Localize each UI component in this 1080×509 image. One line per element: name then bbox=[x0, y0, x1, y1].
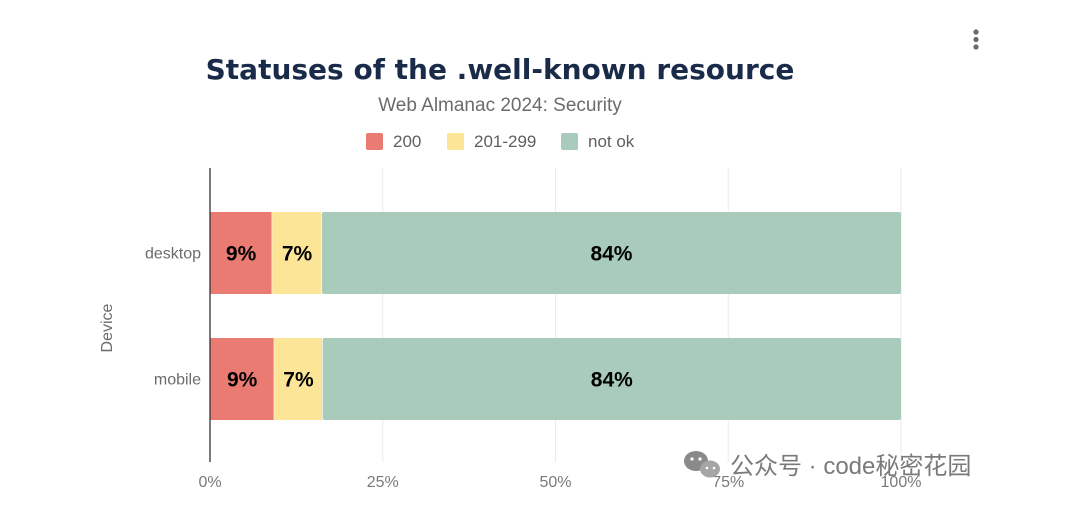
legend-item-not-ok[interactable]: not ok bbox=[561, 132, 635, 151]
legend-label: not ok bbox=[588, 132, 635, 151]
kebab-menu-icon[interactable] bbox=[973, 29, 979, 50]
chart-title: Statuses of the .well-known resource bbox=[206, 53, 795, 86]
category-label-desktop: desktop bbox=[145, 246, 201, 263]
x-tick-labels: 0% 25% 50% 75% 100% bbox=[198, 474, 921, 491]
data-labels: 9% 7% 84% 9% 7% 84% bbox=[226, 243, 633, 392]
data-label-desktop-200: 9% bbox=[226, 243, 257, 266]
category-labels: desktop mobile bbox=[145, 246, 201, 389]
watermark-text: 公众号 · code秘密花园 bbox=[730, 453, 971, 480]
bar-mobile-200[interactable] bbox=[210, 338, 275, 420]
data-label-mobile-201-299: 7% bbox=[283, 369, 314, 392]
bars bbox=[210, 212, 901, 420]
legend-swatch bbox=[447, 133, 464, 150]
wechat-icon bbox=[684, 451, 720, 478]
bar-mobile-201-299[interactable] bbox=[274, 338, 323, 420]
bar-mobile-not-ok[interactable] bbox=[322, 338, 901, 420]
legend-item-200[interactable]: 200 bbox=[366, 132, 421, 151]
data-label-mobile-not-ok: 84% bbox=[591, 369, 633, 392]
legend-swatch bbox=[366, 133, 383, 150]
y-axis-title: Device bbox=[99, 303, 116, 352]
data-label-desktop-201-299: 7% bbox=[282, 243, 313, 266]
data-label-desktop-not-ok: 84% bbox=[590, 243, 632, 266]
bar-desktop-201-299[interactable] bbox=[272, 212, 322, 294]
watermark: 公众号 · code秘密花园 bbox=[684, 451, 971, 480]
x-tick-label: 100% bbox=[881, 474, 922, 491]
category-label-mobile: mobile bbox=[154, 372, 201, 389]
legend-label: 200 bbox=[393, 132, 421, 151]
x-tick-label: 25% bbox=[367, 474, 399, 491]
x-tick-label: 50% bbox=[539, 474, 571, 491]
x-tick-label: 75% bbox=[712, 474, 744, 491]
legend: 200 201-299 not ok bbox=[366, 132, 635, 151]
data-label-mobile-200: 9% bbox=[227, 369, 258, 392]
legend-swatch bbox=[561, 133, 578, 150]
x-tick-label: 0% bbox=[198, 474, 221, 491]
chart-subtitle: Web Almanac 2024: Security bbox=[378, 95, 622, 116]
bar-desktop-200[interactable] bbox=[210, 212, 273, 294]
legend-item-201-299[interactable]: 201-299 bbox=[447, 132, 536, 151]
legend-label: 201-299 bbox=[474, 132, 536, 151]
bar-desktop-not-ok[interactable] bbox=[321, 212, 901, 294]
